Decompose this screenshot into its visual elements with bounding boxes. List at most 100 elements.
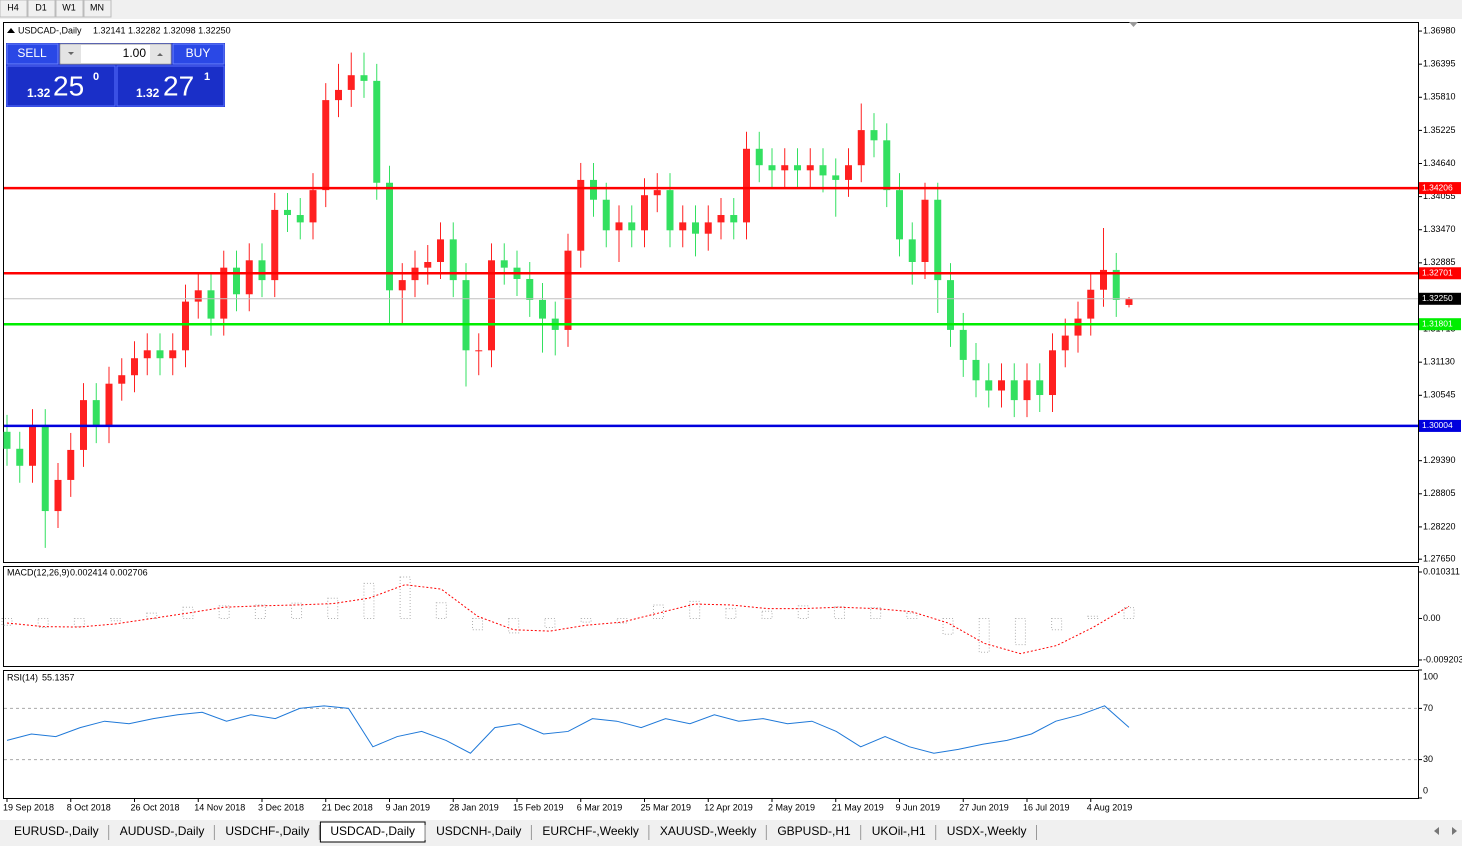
y-tick-label: 1.32885 bbox=[1423, 257, 1456, 267]
sell-price-box[interactable] bbox=[6, 65, 116, 107]
price-level-tag bbox=[1419, 292, 1461, 305]
candle-body bbox=[258, 260, 266, 281]
tab-button[interactable] bbox=[109, 823, 215, 841]
macd-bar bbox=[689, 600, 701, 619]
shift-marker[interactable] bbox=[1129, 22, 1138, 27]
y-tick-label: 1.28805 bbox=[1423, 488, 1456, 498]
x-tick-label: 19 Sep 2018 bbox=[3, 802, 54, 812]
tab-scroll[interactable] bbox=[1434, 827, 1457, 835]
x-tick-label: 3 Dec 2018 bbox=[258, 802, 304, 812]
tab-button[interactable] bbox=[532, 823, 649, 841]
y-tick-label: 1.30545 bbox=[1423, 390, 1456, 400]
tab-button[interactable] bbox=[767, 823, 861, 841]
candle-body bbox=[743, 148, 750, 223]
macd-bar bbox=[942, 617, 954, 635]
candle-body bbox=[921, 199, 929, 262]
candle-body bbox=[1036, 380, 1044, 396]
y-tick-label: 1.36980 bbox=[1423, 25, 1456, 35]
macd-bar bbox=[580, 617, 592, 623]
rsi-title: RSI(14) bbox=[7, 672, 38, 682]
macd-bar bbox=[978, 617, 990, 653]
macd-bar bbox=[906, 612, 918, 619]
candle-body bbox=[398, 280, 406, 291]
candle-body bbox=[462, 280, 470, 351]
tab: EURUSD-,Daily bbox=[4, 823, 110, 841]
candle-body bbox=[373, 80, 381, 183]
tab-button[interactable] bbox=[936, 823, 1037, 841]
candle-body bbox=[1087, 289, 1095, 319]
price-level-label: 1.32701 bbox=[1422, 268, 1453, 278]
candle-body bbox=[717, 215, 725, 223]
timeframe-button[interactable] bbox=[0, 0, 28, 18]
y-tick-label: 1.34055 bbox=[1423, 191, 1456, 201]
candle-body bbox=[131, 358, 138, 376]
macd-bar bbox=[182, 606, 194, 619]
candle-body bbox=[118, 375, 126, 384]
macd-bar bbox=[725, 608, 737, 619]
macd-bar bbox=[37, 617, 49, 629]
timeframe-button[interactable] bbox=[27, 0, 56, 18]
candle-body bbox=[934, 199, 942, 281]
x-tick-label: 28 Jan 2019 bbox=[449, 802, 499, 812]
tab-label: UKOil-,H1 bbox=[872, 824, 926, 838]
candle-body bbox=[666, 190, 674, 231]
candle-body bbox=[577, 179, 585, 251]
buy-button[interactable] bbox=[172, 43, 225, 65]
y-tick-label: 0.010311 bbox=[1423, 566, 1460, 576]
sell-label: SELL bbox=[17, 46, 47, 60]
candle-body bbox=[653, 190, 661, 196]
candle-body bbox=[1023, 380, 1031, 401]
x-tick-label: 16 Jul 2019 bbox=[1023, 802, 1070, 812]
tab-label: GBPUSD-,H1 bbox=[777, 824, 851, 838]
x-tick-label: 27 Jun 2019 bbox=[959, 802, 1009, 812]
candle-body bbox=[284, 209, 291, 216]
price-level-tag bbox=[1419, 419, 1461, 432]
tab-button[interactable] bbox=[861, 823, 936, 841]
x-tick-label: 21 May 2019 bbox=[832, 802, 884, 812]
y-tick-label: 1.35225 bbox=[1423, 125, 1456, 135]
y-tick-label: 1.36395 bbox=[1423, 59, 1456, 69]
candle-body bbox=[41, 426, 49, 512]
collapse-icon[interactable] bbox=[7, 28, 15, 33]
timeframe-button[interactable] bbox=[83, 0, 112, 18]
candle-body bbox=[781, 165, 789, 171]
y-tick-label: 0 bbox=[1423, 785, 1428, 795]
candle-body bbox=[207, 290, 215, 319]
sell-button[interactable] bbox=[6, 43, 59, 65]
candle-body bbox=[143, 350, 151, 359]
timeframe-label: W1 bbox=[62, 2, 76, 12]
tab-button[interactable] bbox=[649, 823, 767, 841]
tab-label: USDCNH-,Daily bbox=[436, 824, 521, 838]
candle-body bbox=[220, 267, 228, 319]
price-level-label: 1.34206 bbox=[1422, 182, 1453, 192]
price-level-label: 1.31801 bbox=[1422, 318, 1453, 328]
y-tick-label: 1.29390 bbox=[1423, 455, 1456, 465]
macd-panel bbox=[3, 566, 1419, 667]
tab-button[interactable] bbox=[4, 823, 109, 841]
candle-body bbox=[755, 148, 763, 166]
y-tick-label: 1.33470 bbox=[1423, 224, 1456, 234]
candle-body bbox=[105, 383, 113, 427]
tab-button[interactable] bbox=[426, 823, 532, 841]
candle-body bbox=[488, 260, 495, 351]
x-tick-label: 4 Aug 2019 bbox=[1087, 802, 1133, 812]
candle-body bbox=[309, 190, 317, 223]
candle-body bbox=[245, 260, 253, 295]
candle-body bbox=[590, 179, 597, 200]
candle-body bbox=[1010, 380, 1018, 401]
buy-price-box[interactable] bbox=[116, 65, 225, 107]
candle-body bbox=[16, 448, 24, 466]
timeframe-button[interactable] bbox=[55, 0, 84, 18]
y-tick-label: 30 bbox=[1423, 754, 1433, 764]
price-level-tag bbox=[1419, 267, 1461, 280]
candle-body bbox=[335, 89, 342, 101]
tab-label: XAUUSD-,Weekly bbox=[660, 824, 756, 838]
candle-body bbox=[959, 329, 967, 360]
tab: GBPUSD-,H1 bbox=[767, 823, 862, 841]
tab-button[interactable] bbox=[215, 823, 320, 841]
x-tick-label: 6 Mar 2019 bbox=[577, 802, 623, 812]
tab: AUDUSD-,Daily bbox=[109, 823, 215, 841]
candle-body bbox=[3, 431, 11, 449]
lot-input[interactable] bbox=[59, 43, 172, 65]
timeframe-bar: H4 D1 W1 MN bbox=[0, 0, 112, 18]
